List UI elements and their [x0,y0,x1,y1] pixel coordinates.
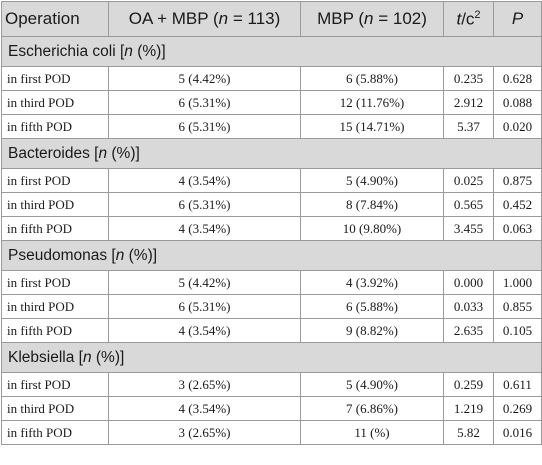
table-row: in fifth POD 4 (3.54%) 10 (9.80%) 3.455 0.06… [1,216,542,241]
cell-oa-mbp: 4 (3.54%) [108,318,301,343]
row-label: in fifth POD [1,114,109,139]
cell-oa-mbp: 6 (5.31%) [108,114,301,139]
section-row: Pseudomonas [n (%)] [1,240,542,271]
table-row: in third POD 6 (5.31%) 6 (5.88%) 0.033 0.855 [1,294,542,319]
cell-p: 0.063 [493,216,542,241]
section-title: Klebsiella [n (%)] [1,342,542,373]
header-operation: Operation [1,1,109,37]
row-label: in fifth POD [1,420,109,445]
cell-t-c2: 0.259 [443,372,494,397]
cell-oa-mbp: 6 (5.31%) [108,294,301,319]
cell-t-c2: 0.565 [443,192,494,217]
cell-t-c2: 2.912 [443,90,494,115]
cell-mbp: 6 (5.88%) [300,294,444,319]
cell-p: 0.855 [493,294,542,319]
cell-p: 0.269 [493,396,542,421]
table-row: in third POD 6 (5.31%) 12 (11.76%) 2.912 0.0… [1,90,542,115]
cell-p: 0.875 [493,168,542,193]
cell-oa-mbp: 5 (4.42%) [108,270,301,295]
section-title: Bacteroides [n (%)] [1,138,542,169]
header-t-c2: t/c2 [443,1,494,37]
cell-oa-mbp: 3 (2.65%) [108,372,301,397]
row-label: in third POD [1,396,109,421]
table-row: in first POD 5 (4.42%) 4 (3.92%) 0.000 1.000 [1,270,542,295]
cell-p: 0.016 [493,420,542,445]
header-mbp: MBP (n = 102) [300,1,444,37]
cell-p: 0.611 [493,372,542,397]
row-label: in third POD [1,294,109,319]
cell-mbp: 11 (%) [300,420,444,445]
cell-mbp: 10 (9.80%) [300,216,444,241]
section-title: Pseudomonas [n (%)] [1,240,542,271]
section-row: Bacteroides [n (%)] [1,138,542,169]
row-label: in first POD [1,270,109,295]
row-label: in third POD [1,90,109,115]
cell-mbp: 5 (4.90%) [300,168,444,193]
cell-mbp: 7 (6.86%) [300,396,444,421]
table-row: in first POD 3 (2.65%) 5 (4.90%) 0.259 0.611 [1,372,542,397]
table-row: in first POD 4 (3.54%) 5 (4.90%) 0.025 0.875 [1,168,542,193]
pathogen-table: Operation OA + MBP (n = 113) MBP (n = 10… [1,1,542,445]
cell-p: 0.020 [493,114,542,139]
cell-p: 0.452 [493,192,542,217]
cell-t-c2: 0.033 [443,294,494,319]
cell-oa-mbp: 6 (5.31%) [108,90,301,115]
section-row: Escherichia coli [n (%)] [1,36,542,67]
cell-p: 0.088 [493,90,542,115]
cell-t-c2: 0.025 [443,168,494,193]
table-row: in first POD 5 (4.42%) 6 (5.88%) 0.235 0.628 [1,66,542,91]
cell-oa-mbp: 4 (3.54%) [108,168,301,193]
cell-t-c2: 2.635 [443,318,494,343]
cell-oa-mbp: 4 (3.54%) [108,396,301,421]
section-row: Klebsiella [n (%)] [1,342,542,373]
row-label: in first POD [1,168,109,193]
cell-oa-mbp: 4 (3.54%) [108,216,301,241]
table-body: Escherichia coli [n (%)] in first POD 5 (4… [1,36,542,445]
table-row: in third POD 6 (5.31%) 8 (7.84%) 0.565 0.452 [1,192,542,217]
cell-t-c2: 5.37 [443,114,494,139]
cell-mbp: 6 (5.88%) [300,66,444,91]
cell-t-c2: 3.455 [443,216,494,241]
cell-p: 0.105 [493,318,542,343]
row-label: in first POD [1,66,109,91]
row-label: in fifth POD [1,216,109,241]
table-row: in fifth POD 3 (2.65%) 11 (%) 5.82 0.016 [1,420,542,445]
header-p: P [493,1,542,37]
table-row: in fifth POD 4 (3.54%) 9 (8.82%) 2.635 0.105 [1,318,542,343]
table-row: in fifth POD 6 (5.31%) 15 (14.71%) 5.37 0.02… [1,114,542,139]
header-row: Operation OA + MBP (n = 113) MBP (n = 10… [1,1,542,37]
cell-mbp: 9 (8.82%) [300,318,444,343]
row-label: in first POD [1,372,109,397]
cell-t-c2: 0.000 [443,270,494,295]
table-header: Operation OA + MBP (n = 113) MBP (n = 10… [1,1,542,37]
cell-oa-mbp: 3 (2.65%) [108,420,301,445]
cell-p: 0.628 [493,66,542,91]
row-label: in third POD [1,192,109,217]
cell-mbp: 12 (11.76%) [300,90,444,115]
cell-mbp: 4 (3.92%) [300,270,444,295]
header-oa-mbp: OA + MBP (n = 113) [108,1,301,37]
cell-t-c2: 0.235 [443,66,494,91]
row-label: in fifth POD [1,318,109,343]
cell-mbp: 8 (7.84%) [300,192,444,217]
cell-t-c2: 1.219 [443,396,494,421]
cell-oa-mbp: 6 (5.31%) [108,192,301,217]
cell-oa-mbp: 5 (4.42%) [108,66,301,91]
table-row: in third POD 4 (3.54%) 7 (6.86%) 1.219 0.269 [1,396,542,421]
cell-mbp: 15 (14.71%) [300,114,444,139]
section-title: Escherichia coli [n (%)] [1,36,542,67]
cell-t-c2: 5.82 [443,420,494,445]
cell-p: 1.000 [493,270,542,295]
cell-mbp: 5 (4.90%) [300,372,444,397]
